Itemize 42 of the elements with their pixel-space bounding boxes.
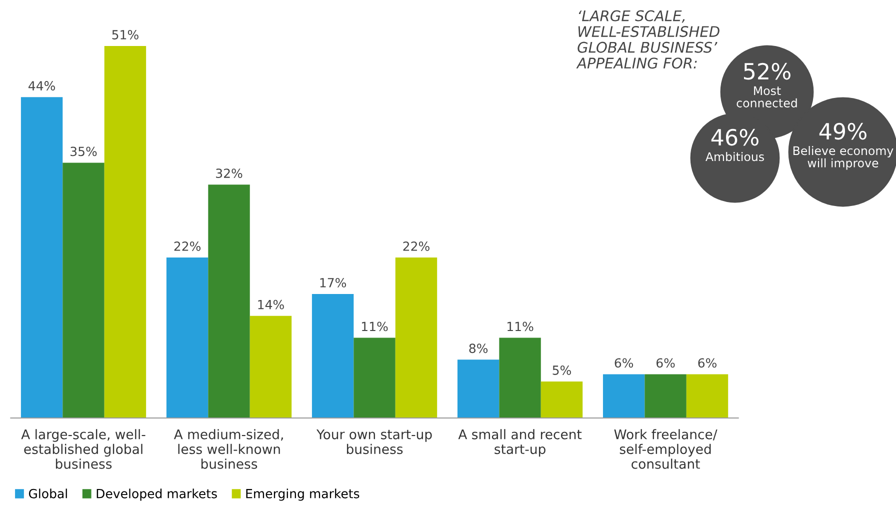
bar [602,374,645,418]
bar [104,46,146,418]
data-label: 22% [174,242,201,251]
bar [250,316,292,418]
x-tick-label: Work freelance/ self-employed consultant [614,429,718,469]
legend-label: Developed markets [96,488,217,501]
bar [395,258,438,418]
annotation: ‘LARGE SCALE, WELL-ESTABLISHED GLOBAL BUSINESS’ APPEALING FOR: [576,10,720,69]
data-label: 51% [112,30,138,40]
bar [540,382,583,418]
data-label: 22% [403,242,430,251]
bar [686,374,728,418]
bar [62,162,104,418]
data-label: 14% [258,300,284,310]
bar [644,374,686,418]
annotation: 52% Most connected [736,62,797,108]
bar [20,97,63,418]
x-tick-label: Your own start-up business [316,430,432,454]
bar [312,294,354,418]
data-label: 44% [28,81,55,91]
x-tick-label: A medium-sized, less well-known business [174,429,283,469]
bar [166,258,208,418]
text: 49% Believe economy will improve [793,122,894,170]
data-label: 8% [469,344,488,354]
x-tick-label: A small and recent start-up [458,429,582,457]
bar [499,338,541,418]
data-label: 17% [320,278,346,288]
x-tick-label: A large-scale, well- established global business [21,429,146,469]
data-label: 6% [614,358,634,368]
data-label: 6% [656,358,675,368]
data-label: 5% [552,365,571,375]
data-label: 11% [362,322,388,332]
data-label: 32% [216,168,242,178]
annotation: 46% Ambitious [706,128,764,162]
legend-label: Global [28,488,67,498]
legend-label: Emerging markets [246,488,360,501]
bar [208,184,250,418]
data-label: 35% [70,146,97,156]
bar [457,360,500,418]
bar [354,338,396,418]
data-label: 6% [698,358,716,368]
data-label: 11% [508,322,534,332]
